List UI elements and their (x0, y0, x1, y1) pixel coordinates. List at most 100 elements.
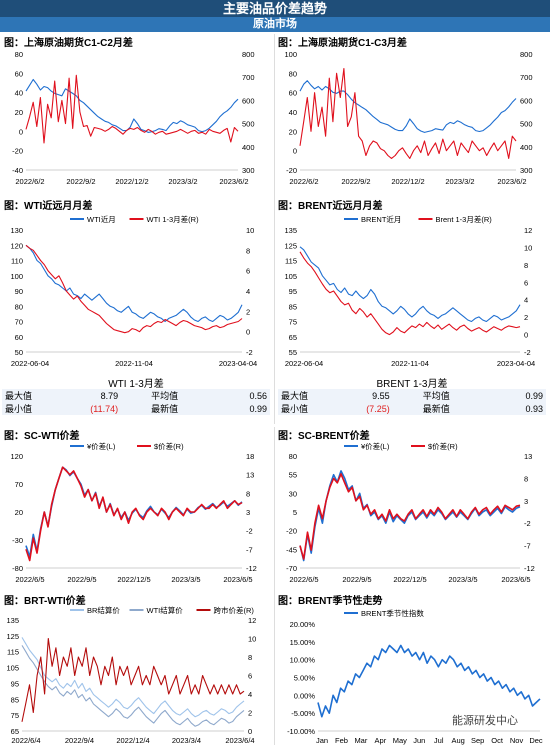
legend-label: BRENT近月 (361, 214, 401, 224)
x-tick-label: 2023/3/2 (168, 177, 197, 186)
chart-title-c7: 图：BRT-WTI价差 (4, 596, 86, 607)
x-tick-label: Oct (491, 736, 504, 745)
x-tick-label: 2022/6/5 (15, 575, 44, 584)
chart-title-c1: 图：上海原油期货C1-C2月差 (4, 38, 133, 49)
y-left-tick-label: 55 (289, 471, 297, 480)
x-tick-label: 2022/12/2 (115, 177, 148, 186)
legend-label: WTI 1-3月差(R) (147, 214, 200, 224)
y-left-tick-label: 70 (15, 480, 23, 489)
x-tick-label: May (393, 736, 407, 745)
y-right-tick-label: 8 (248, 653, 252, 662)
y-left-tick-label: 85 (11, 695, 19, 704)
y-left-tick-label: -20 (286, 166, 297, 175)
y-left-tick-label: -70 (286, 564, 297, 573)
legend-label: $价差(R) (154, 441, 184, 451)
y-right-tick-label: 600 (242, 96, 255, 105)
y-left-tick-label: 60 (15, 69, 23, 78)
legend-label: ¥价差(L) (87, 441, 116, 451)
y-right-tick-label: 12 (524, 226, 532, 235)
y-right-tick-label: 13 (524, 452, 532, 461)
x-tick-label: 2022/9/5 (342, 575, 371, 584)
y-left-tick-label: 105 (6, 664, 19, 673)
chart-c1: 80 60 40 20 0 -20 -40 800 700 600 500 400 300 2022/6/… (12, 50, 255, 186)
legend-label: WTI近月 (87, 214, 116, 224)
y-right-tick-label: -2 (524, 348, 531, 357)
y-left-tick-label: 80 (15, 50, 23, 59)
series-line-0 (299, 246, 521, 323)
x-tick-label: 2023/3/5 (171, 575, 200, 584)
stat-label: 最新值 (151, 404, 179, 414)
y-right-tick-label: 2 (524, 313, 528, 322)
y-left-tick-label: 125 (284, 241, 297, 250)
x-tick-label: Sep (471, 736, 484, 745)
y-left-tick-label: 5 (293, 508, 297, 517)
x-tick-label: Aug (452, 736, 465, 745)
x-tick-label: 2023/6/4 (225, 736, 254, 745)
y-left-tick-label: -5.00% (291, 709, 315, 718)
x-tick-label: Mar (354, 736, 367, 745)
stat-label: 平均值 (151, 391, 179, 401)
series-line-1 (21, 645, 245, 727)
y-right-tick-label: 500 (520, 120, 533, 129)
x-tick-label: 2023/6/2 (497, 177, 526, 186)
y-left-tick-label: -45 (286, 545, 297, 554)
y-right-tick-label: 6 (248, 672, 252, 681)
x-tick-label: 2022/12/5 (393, 575, 426, 584)
y-left-tick-label: 85 (289, 302, 297, 311)
y-right-tick-label: 800 (520, 50, 533, 59)
series-line-2 (21, 637, 245, 722)
y-right-tick-label: 6 (524, 278, 528, 287)
series-line-1 (299, 67, 517, 159)
y-left-tick-label: 20 (15, 108, 23, 117)
chart-title-c6: 图：SC-BRENT价差 (278, 431, 370, 442)
y-left-tick-label: -30 (12, 536, 23, 545)
x-tick-label: 2022/12/2 (391, 177, 424, 186)
y-left-tick-label: 110 (11, 257, 23, 266)
y-right-tick-label: 10 (248, 635, 256, 644)
y-left-tick-label: 95 (289, 287, 297, 296)
y-left-tick-label: 65 (11, 727, 19, 736)
x-tick-label: 2022/12/4 (116, 736, 149, 745)
stat-label: 最小值 (281, 404, 309, 414)
legend-label: 跨市价差(R) (214, 605, 255, 615)
y-right-tick-label: 3 (246, 508, 250, 517)
x-tick-label: 2022/6/5 (289, 575, 318, 584)
wti-stats-table: 最大值 8.79 平均值 0.56 最小值 (11.74) 最新值 0.99 (2, 389, 270, 415)
y-left-tick-label: 130 (10, 226, 23, 235)
table-row: 最小值 (11.74) 最新值 0.99 (2, 402, 270, 415)
x-tick-label: Feb (335, 736, 348, 745)
stat-label: 平均值 (422, 391, 450, 401)
chart-title-c8: 图：BRENT季节性走势 (278, 596, 383, 607)
table-row: 最大值 9.55 平均值 0.99 (278, 389, 546, 402)
stat-label: 最新值 (422, 404, 450, 414)
y-left-tick-label: 75 (11, 711, 19, 720)
y-left-tick-label: 60 (15, 333, 23, 342)
y-right-tick-label: 0 (248, 727, 252, 736)
y-right-tick-label: 4 (248, 690, 252, 699)
series-line-1 (299, 251, 521, 336)
y-left-tick-label: 120 (10, 241, 23, 250)
series-line-0 (317, 644, 541, 718)
chart-title-c5: 图：SC-WTI价差 (4, 431, 80, 442)
x-tick-label: 2022/6/2 (15, 177, 44, 186)
page-title: 主要油品价差趋势 (0, 0, 550, 17)
stat-value: (11.74) (90, 403, 119, 414)
stat-label: 最小值 (5, 404, 33, 414)
x-tick-label: 2022/9/2 (341, 177, 370, 186)
y-left-tick-label: 80 (15, 302, 23, 311)
stat-value: 9.55 (372, 390, 390, 401)
y-left-tick-label: 40 (289, 108, 297, 117)
series-line-0 (25, 244, 243, 323)
y-right-tick-label: -2 (246, 348, 253, 357)
y-right-tick-label: 6 (246, 267, 250, 276)
x-tick-label: 2022-06-04 (285, 359, 323, 368)
x-tick-label: Jan (316, 736, 328, 745)
y-left-tick-label: 80 (289, 69, 297, 78)
x-tick-label: 2023/6/5 (223, 575, 252, 584)
y-left-tick-label: 135 (6, 616, 19, 625)
x-tick-label: 2023-04-04 (497, 359, 535, 368)
y-right-tick-label: 300 (520, 166, 533, 175)
y-left-tick-label: 20.00% (290, 620, 316, 629)
x-tick-label: 2023-04-04 (219, 359, 257, 368)
x-tick-label: 2023/3/5 (448, 575, 477, 584)
